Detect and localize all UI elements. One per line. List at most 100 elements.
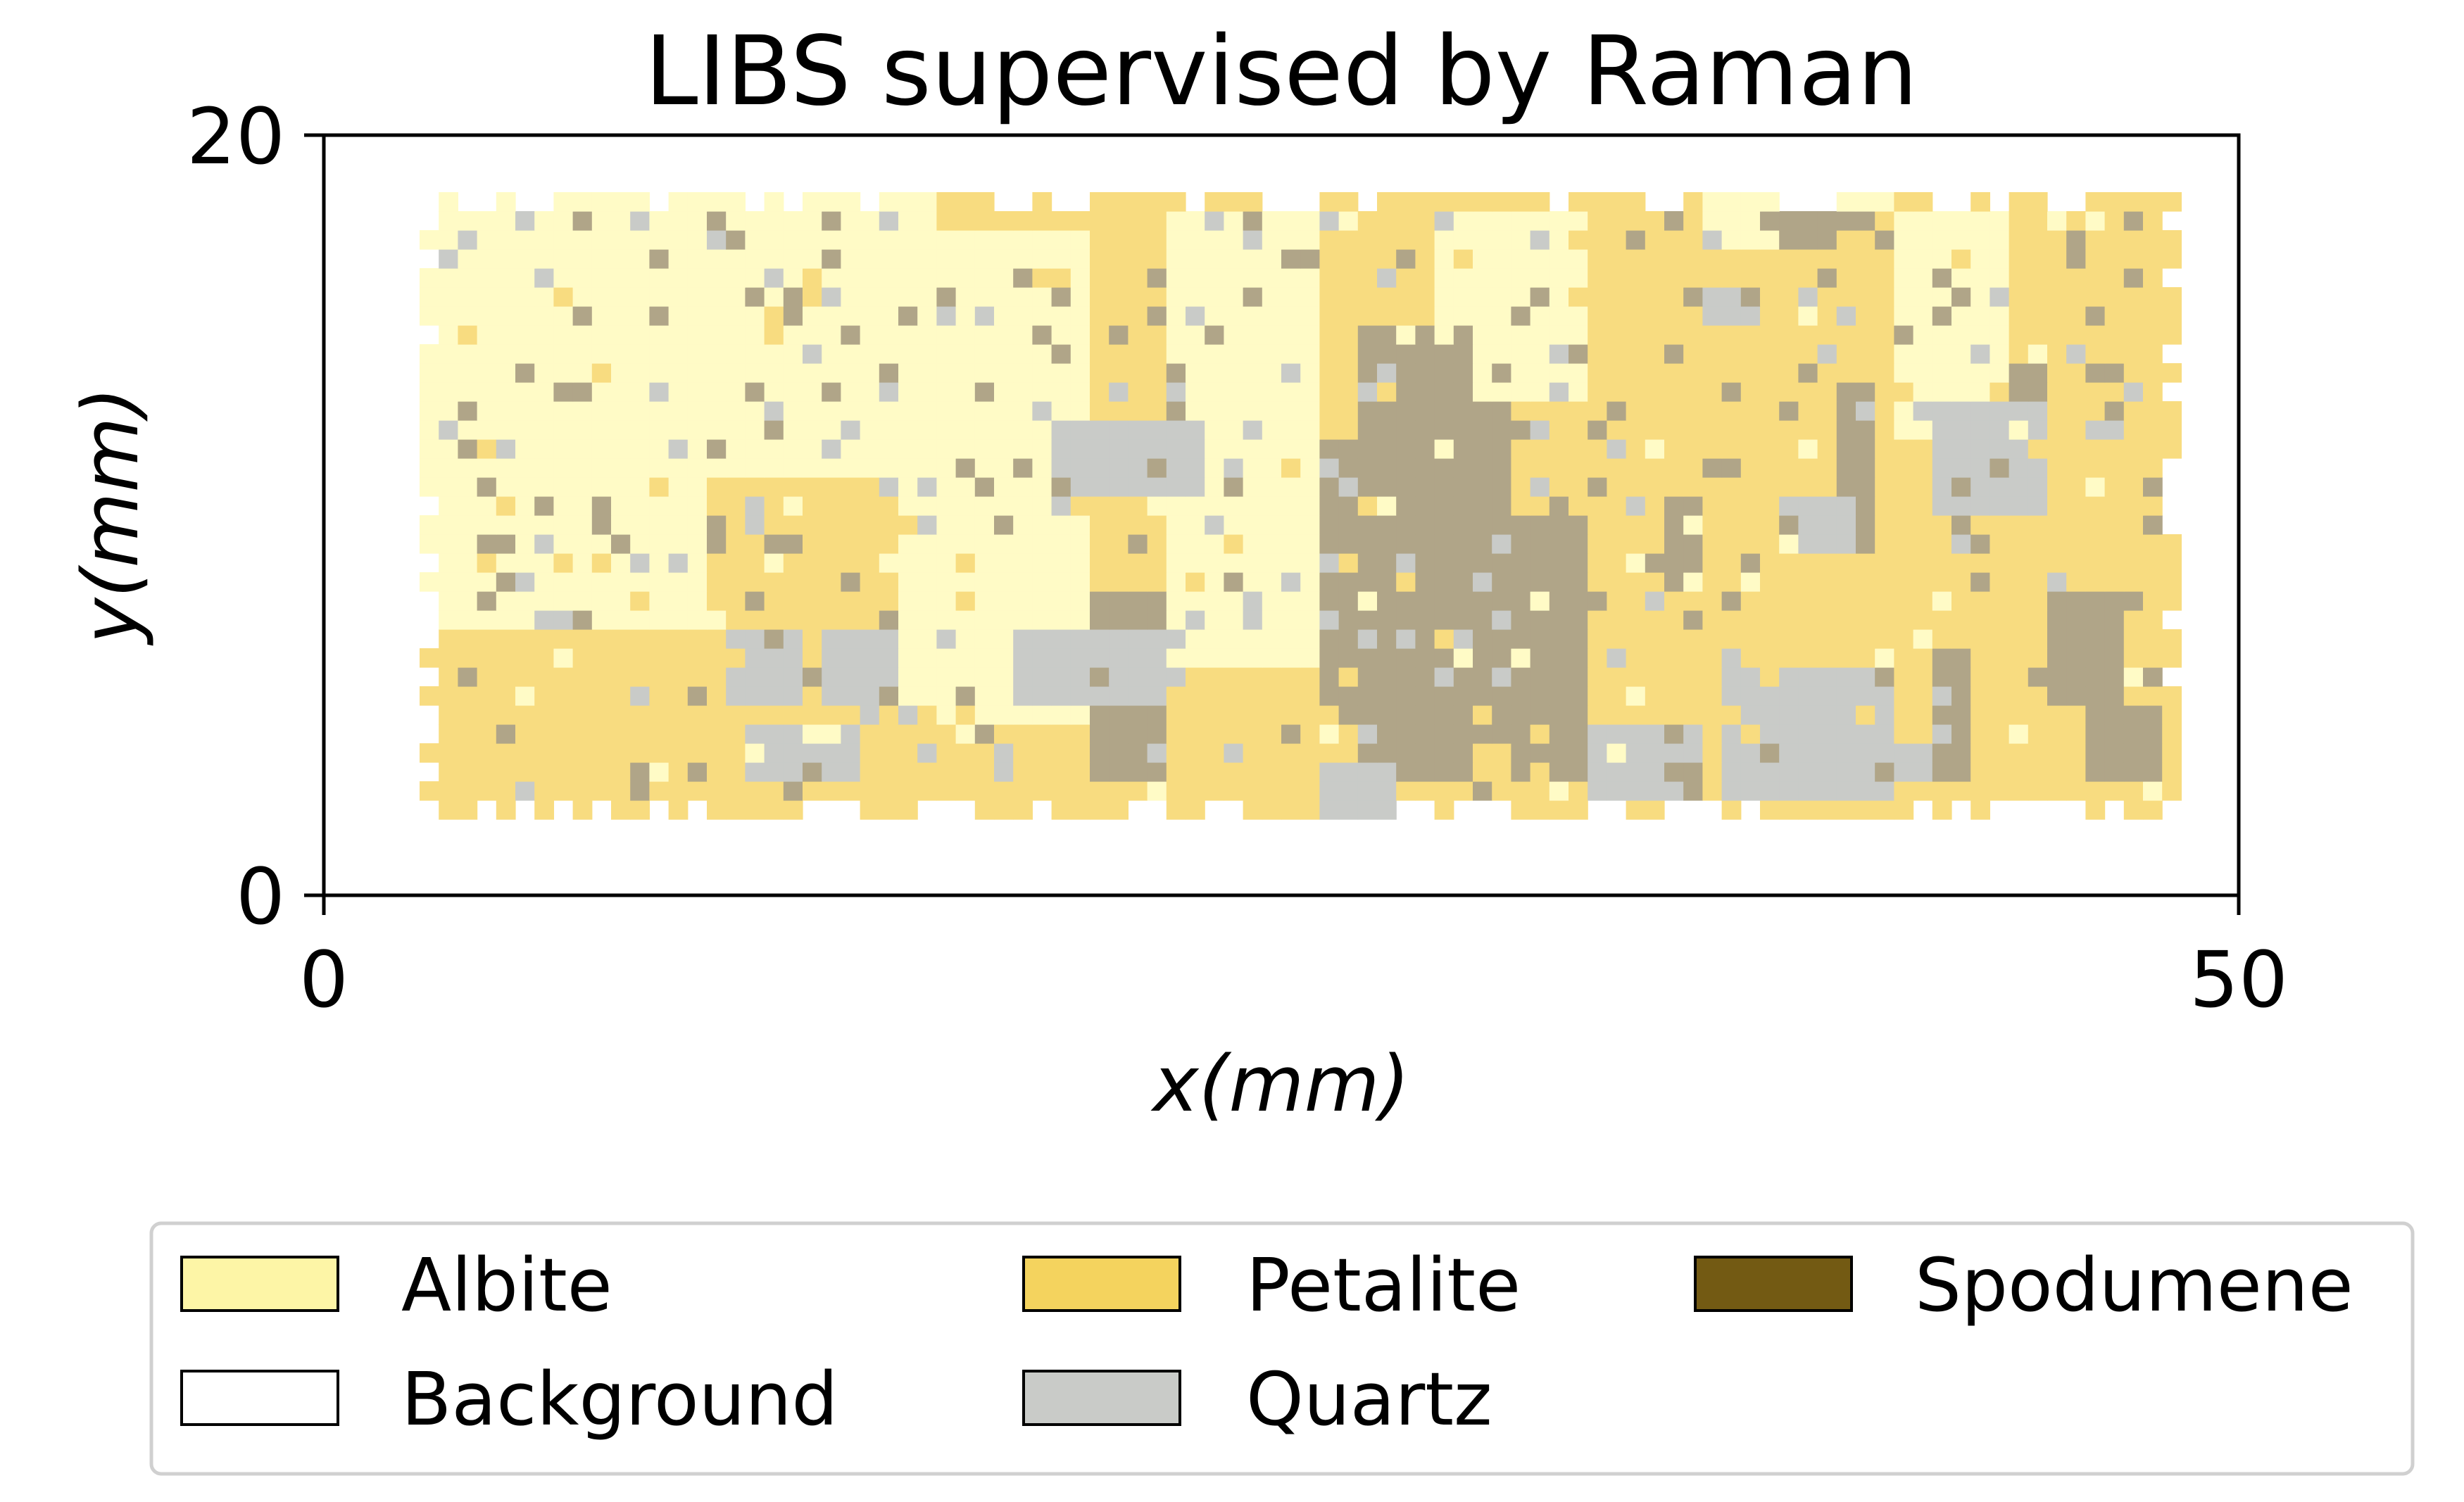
map-cell-albite xyxy=(783,249,803,269)
map-cell-albite xyxy=(726,458,746,478)
map-cell-spodumene xyxy=(1453,762,1473,782)
map-cell-spodumene xyxy=(1798,363,1818,383)
map-cell-petalite xyxy=(1645,496,1665,516)
map-cell-albite xyxy=(572,534,593,554)
map-cell-quartz xyxy=(1607,762,1627,782)
map-cell-spodumene xyxy=(1779,211,1799,231)
map-cell-albite xyxy=(420,230,439,250)
map-cell-albite xyxy=(477,458,497,478)
map-cell-spodumene xyxy=(783,781,803,801)
map-cell-petalite xyxy=(1377,211,1397,231)
map-cell-petalite xyxy=(955,192,976,212)
map-cell-petalite xyxy=(1607,420,1627,440)
map-cell-quartz xyxy=(1798,705,1818,725)
map-cell-albite xyxy=(898,629,918,649)
map-cell-petalite xyxy=(1396,192,1416,212)
map-cell-albite xyxy=(1243,515,1263,535)
map-cell-albite xyxy=(1894,344,1914,364)
map-cell-petalite xyxy=(1090,401,1110,421)
map-cell-quartz xyxy=(1492,534,1511,554)
map-cell-petalite xyxy=(572,686,593,706)
map-cell-petalite xyxy=(745,705,765,725)
map-cell-spodumene xyxy=(1875,667,1894,687)
map-cell-albite xyxy=(458,515,478,535)
map-cell-spodumene xyxy=(1434,515,1454,535)
map-cell-petalite xyxy=(1836,344,1856,364)
map-cell-albite xyxy=(707,458,727,478)
map-cell-albite xyxy=(1224,363,1244,383)
map-cell-petalite xyxy=(1607,572,1627,592)
map-cell-petalite xyxy=(1721,705,1742,725)
map-cell-petalite xyxy=(439,743,458,763)
map-cell-quartz xyxy=(1740,667,1761,687)
map-cell-petalite xyxy=(2047,230,2067,250)
map-cell-spodumene xyxy=(2009,382,2029,402)
map-cell-petalite xyxy=(1319,192,1340,212)
map-cell-petalite xyxy=(687,667,708,687)
map-cell-petalite xyxy=(1798,800,1818,820)
map-cell-albite xyxy=(534,553,554,573)
map-cell-petalite xyxy=(2104,458,2125,478)
map-cell-spodumene xyxy=(1453,572,1473,592)
map-cell-albite xyxy=(649,344,670,364)
map-cell-spodumene xyxy=(1415,534,1435,554)
map-cell-albite xyxy=(420,534,439,554)
map-cell-petalite xyxy=(477,781,497,801)
map-cell-quartz xyxy=(1798,496,1818,516)
map-cell-spodumene xyxy=(1856,496,1875,516)
map-cell-spodumene xyxy=(1549,515,1569,535)
map-cell-quartz xyxy=(1147,477,1167,497)
map-cell-albite xyxy=(1032,705,1052,725)
map-cell-petalite xyxy=(1740,591,1761,611)
map-cell-petalite xyxy=(955,591,976,611)
map-cell-spodumene xyxy=(1415,420,1435,440)
map-cell-petalite xyxy=(1875,458,1894,478)
map-cell-petalite xyxy=(1070,496,1090,516)
map-cell-petalite xyxy=(2162,363,2182,383)
map-cell-albite xyxy=(534,458,554,478)
map-cell-albite xyxy=(553,363,574,383)
map-cell-quartz xyxy=(1109,458,1129,478)
map-cell-spodumene xyxy=(1664,211,1684,231)
map-cell-spodumene xyxy=(1951,515,1971,535)
map-cell-petalite xyxy=(591,629,612,649)
map-cell-spodumene xyxy=(1434,534,1454,554)
map-cell-petalite xyxy=(515,629,535,649)
map-cell-albite xyxy=(994,382,1014,402)
map-cell-albite xyxy=(496,268,516,288)
map-cell-quartz xyxy=(1224,458,1244,478)
map-cell-quartz xyxy=(1128,686,1148,706)
map-cell-spodumene xyxy=(1569,610,1588,630)
map-cell-spodumene xyxy=(2047,648,2067,668)
map-cell-albite xyxy=(1300,439,1320,459)
map-cell-petalite xyxy=(1894,496,1914,516)
map-cell-petalite xyxy=(2047,401,2067,421)
map-cell-petalite xyxy=(611,800,631,820)
map-cell-spodumene xyxy=(955,458,976,478)
map-cell-petalite xyxy=(611,648,631,668)
map-cell-albite xyxy=(1032,363,1052,383)
map-cell-albite xyxy=(898,249,918,269)
map-cell-petalite xyxy=(783,572,803,592)
map-cell-petalite xyxy=(2162,439,2182,459)
map-cell-petalite xyxy=(1645,268,1665,288)
map-cell-albite xyxy=(439,287,458,307)
map-cell-petalite xyxy=(1588,629,1607,649)
map-cell-albite xyxy=(553,648,574,668)
map-cell-petalite xyxy=(1607,686,1627,706)
map-cell-quartz xyxy=(1702,287,1723,307)
map-cell-petalite xyxy=(803,515,822,535)
map-cell-petalite xyxy=(1109,401,1129,421)
map-cell-albite xyxy=(917,382,937,402)
map-cell-petalite xyxy=(1721,610,1742,630)
map-cell-petalite xyxy=(1626,363,1646,383)
map-cell-spodumene xyxy=(2066,249,2086,269)
map-cell-quartz xyxy=(1817,762,1837,782)
map-cell-quartz xyxy=(1032,648,1052,668)
map-cell-albite xyxy=(1032,477,1052,497)
map-cell-spodumene xyxy=(1549,610,1569,630)
map-cell-albite xyxy=(1224,230,1244,250)
map-cell-petalite xyxy=(1607,496,1627,516)
map-cell-petalite xyxy=(860,515,880,535)
map-cell-petalite xyxy=(1664,610,1684,630)
